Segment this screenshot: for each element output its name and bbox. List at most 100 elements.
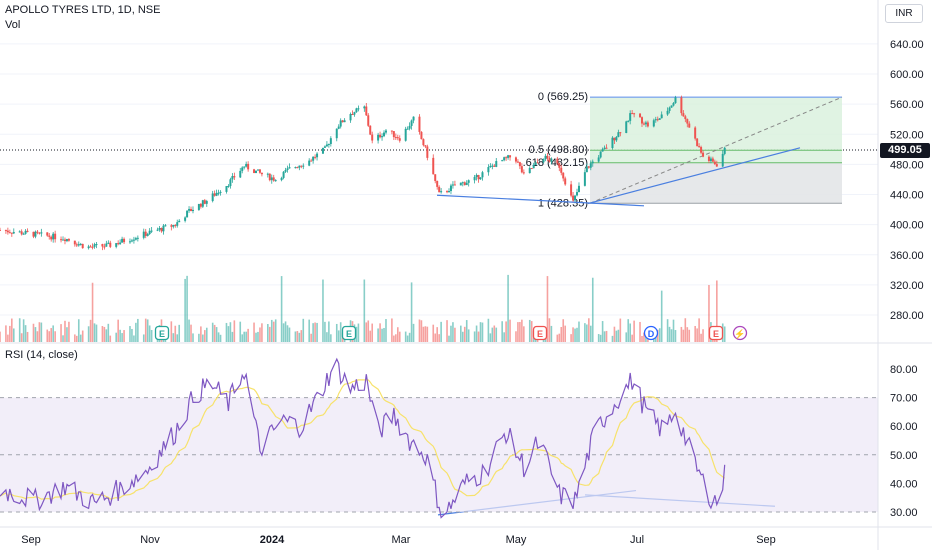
fib-retracement[interactable]: 0 (569.25) 0.5 (498.80).618 (482.15) 1 (42…: [523, 91, 843, 209]
candle-body: [459, 182, 462, 186]
candle-body: [115, 243, 118, 247]
volume-bar: [204, 330, 206, 342]
volume-bar: [76, 335, 78, 342]
volume-bar: [631, 334, 633, 342]
volume-bar: [174, 325, 177, 342]
candle-body: [188, 208, 191, 211]
candle-body: [0, 229, 1, 231]
candle-body: [172, 224, 175, 227]
volume-bar: [270, 319, 273, 342]
volume-bar: [475, 325, 478, 342]
candle-body: [191, 209, 194, 212]
volume-bar: [137, 318, 139, 342]
candle-body: [507, 155, 510, 158]
volume-bar: [639, 321, 641, 342]
candle-body: [412, 116, 415, 121]
candle-body: [639, 113, 642, 118]
candle-body: [22, 233, 25, 235]
rsi-tick-label: 30.00: [890, 507, 918, 519]
candle-body: [24, 230, 27, 234]
volume-bar: [479, 322, 482, 342]
volume-bar: [150, 329, 153, 342]
candle-body: [60, 239, 63, 241]
candle-body: [357, 108, 360, 110]
candle-body: [247, 163, 250, 170]
candle-body: [229, 179, 232, 187]
event-markers[interactable]: E E E D E ⚡: [154, 325, 748, 341]
candle-body: [426, 146, 429, 158]
volume-bar: [398, 331, 401, 342]
candle-body: [532, 165, 535, 169]
candle-body: [93, 244, 96, 247]
volume-bar: [393, 335, 395, 342]
volume-bar: [79, 334, 82, 342]
volume-bar: [188, 319, 190, 342]
candle-body: [46, 232, 49, 236]
volume-bar: [460, 325, 462, 342]
volume-bar: [562, 319, 565, 342]
volume-bar: [229, 322, 232, 342]
candle-body: [201, 200, 204, 207]
rsi-tick-label: 80.00: [890, 364, 918, 376]
volume-bar: [550, 325, 553, 342]
volume-bar: [702, 329, 704, 342]
price-tick-label: 440.00: [890, 190, 924, 202]
rsi-pane: [0, 357, 878, 519]
volume-bar: [101, 326, 104, 342]
volume-bar: [11, 318, 13, 342]
volume-bar: [40, 322, 43, 342]
candle-body: [79, 243, 82, 245]
volume-bar: [198, 333, 200, 342]
volume-bar: [694, 325, 696, 342]
volume-bar: [627, 319, 630, 342]
currency-button[interactable]: INR: [885, 4, 923, 23]
candle-body: [351, 114, 354, 116]
volume-bar: [397, 327, 399, 342]
volume-bar: [465, 320, 468, 342]
volume-bar: [335, 323, 338, 342]
volume-bar: [233, 320, 236, 342]
candle-body: [656, 119, 659, 121]
candle-body: [670, 105, 673, 108]
candle-body: [377, 134, 380, 141]
candle-body: [40, 232, 43, 234]
event-marker-label: E: [346, 329, 352, 339]
volume-bar: [105, 329, 108, 342]
candle-body: [245, 163, 248, 167]
volume-bar: [148, 325, 151, 342]
candle-body: [477, 174, 480, 180]
volume-bar: [322, 279, 324, 342]
volume-bar: [680, 326, 683, 342]
candle-body: [440, 191, 443, 193]
rsi-label: RSI (14, close): [5, 349, 78, 361]
volume-bar: [239, 321, 242, 342]
event-marker-label: E: [537, 329, 543, 339]
volume-bar: [564, 325, 566, 342]
candle-body: [349, 114, 352, 121]
volume-bar: [52, 325, 54, 342]
candle-body: [642, 123, 645, 125]
volume-bar: [670, 329, 673, 342]
volume-bar: [656, 329, 659, 342]
candle-body: [542, 159, 545, 163]
volume-bar: [688, 329, 691, 342]
candle-body: [148, 230, 151, 235]
candle-body: [438, 186, 441, 193]
volume-bar: [231, 331, 234, 342]
candle-body: [256, 169, 259, 171]
volume-bar: [698, 318, 700, 342]
candle-body: [572, 195, 575, 201]
candle-body: [227, 186, 230, 188]
candle-body: [52, 233, 55, 240]
candle-body: [577, 185, 580, 193]
candle-body: [199, 203, 202, 207]
volume-bar: [245, 331, 247, 342]
volume-bar: [255, 332, 257, 342]
event-marker-label: E: [159, 329, 165, 339]
volume-bar: [267, 324, 269, 342]
candle-body: [461, 182, 464, 184]
volume-bar: [54, 331, 56, 342]
price-tick-label: 480.00: [890, 159, 924, 171]
fib-level-label: 1 (428.35): [538, 197, 588, 209]
